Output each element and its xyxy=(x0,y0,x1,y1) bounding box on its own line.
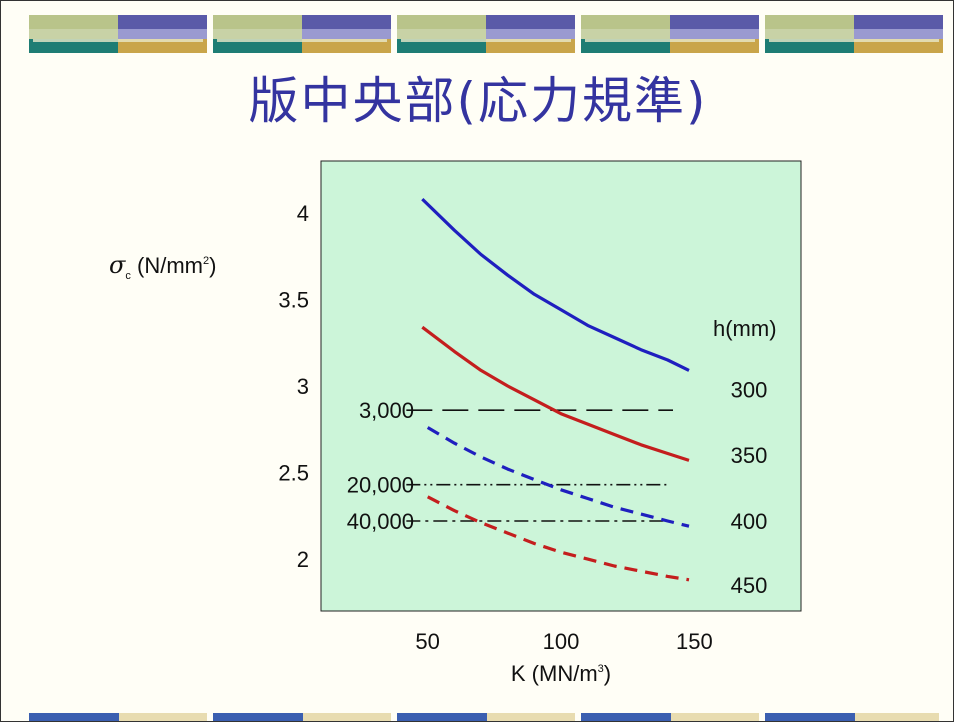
y-tick-label: 2.5 xyxy=(278,461,309,486)
decoration-block xyxy=(581,15,759,53)
tick-labels: 2 2.5 3 3.5 4 50 100 150 3,000 20,000 40,000 xyxy=(278,201,712,654)
series-lines xyxy=(421,197,690,582)
decoration-block xyxy=(29,15,207,53)
series-labels: 300 350 400 450 xyxy=(731,377,768,598)
header-decoration xyxy=(29,15,943,53)
series-label: 400 xyxy=(731,509,768,534)
decoration-block xyxy=(765,15,943,53)
decoration-block xyxy=(213,15,391,53)
series-label: 350 xyxy=(731,443,768,468)
x-tick-label: 150 xyxy=(676,629,713,654)
y-tick-label: 2 xyxy=(297,547,309,572)
series-line xyxy=(421,325,690,462)
x-axis-label: K (MN/m3) xyxy=(511,661,611,686)
footer-decoration xyxy=(29,713,939,721)
reference-line-label: 3,000 xyxy=(359,398,414,423)
y-tick-label: 3.5 xyxy=(278,287,309,312)
reference-lines xyxy=(406,409,673,522)
series-header: h(mm) xyxy=(713,316,777,341)
series-label: 450 xyxy=(731,573,768,598)
series-line xyxy=(426,495,690,582)
plot-area xyxy=(320,160,802,612)
decoration-block xyxy=(397,15,575,53)
series-line xyxy=(426,426,690,528)
series-line xyxy=(421,197,690,372)
reference-line-label: 40,000 xyxy=(347,509,414,534)
series-label: 300 xyxy=(731,377,768,402)
slide-title: 版中央部(応力規準) xyxy=(248,72,708,130)
x-tick-label: 100 xyxy=(543,629,580,654)
x-tick-label: 50 xyxy=(415,629,439,654)
y-axis-label: σc (N/mm2) xyxy=(109,251,216,282)
y-tick-label: 4 xyxy=(297,201,309,226)
y-tick-label: 3 xyxy=(297,374,309,399)
reference-line-label: 20,000 xyxy=(347,473,414,498)
